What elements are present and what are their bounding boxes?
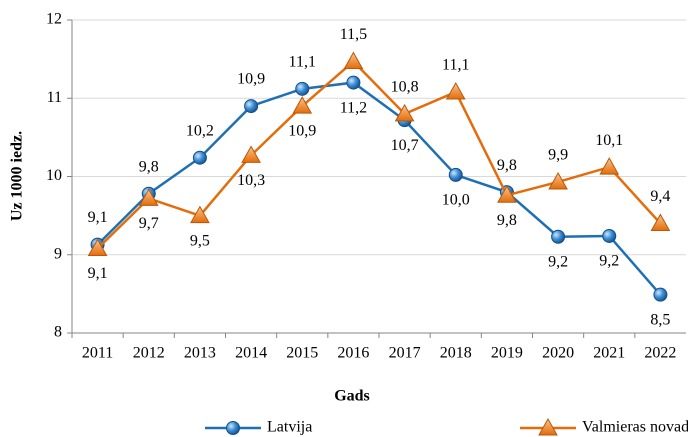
data-label: 9,2 (599, 253, 619, 270)
data-label: 9,7 (139, 215, 159, 232)
series-line (96, 59, 662, 250)
marker (538, 417, 558, 436)
x-tick-label: 2011 (82, 345, 113, 362)
marker (292, 96, 313, 114)
x-tick-label: 2013 (184, 345, 216, 362)
x-tick-label: 2019 (491, 345, 523, 362)
marker (448, 167, 463, 182)
data-label: 10,9 (237, 71, 265, 88)
x-tick-label: 2016 (337, 345, 369, 362)
marker (192, 150, 207, 165)
data-label: 9,8 (497, 157, 517, 174)
data-label: 10,3 (237, 172, 265, 189)
data-label: 11,5 (340, 26, 367, 43)
marker (653, 287, 668, 302)
x-tick-label: 2018 (440, 345, 472, 362)
marker (551, 229, 566, 244)
data-label: 9,5 (190, 232, 210, 249)
y-tick-label: 8 (54, 324, 62, 341)
data-label: 9,8 (139, 158, 159, 175)
x-tick-label: 2022 (644, 345, 676, 362)
legend-label: Latvija (267, 419, 312, 436)
x-tick-label: 2020 (542, 345, 574, 362)
marker (343, 51, 364, 69)
data-label: 9,1 (88, 265, 108, 282)
data-label: 10,2 (186, 122, 214, 139)
data-label: 11,2 (340, 99, 367, 116)
y-tick-label: 10 (46, 167, 62, 184)
data-label: 9,1 (88, 209, 108, 226)
marker (244, 99, 259, 114)
data-label: 11,1 (442, 57, 469, 74)
data-label: 9,4 (650, 188, 670, 205)
data-label: 11,1 (289, 54, 316, 71)
data-label: 10,1 (595, 132, 623, 149)
data-label: 8,5 (650, 311, 670, 328)
x-tick-label: 2017 (389, 345, 421, 362)
y-axis-label: Uz 1000 iedz. (9, 131, 26, 221)
data-label: 9,2 (548, 253, 568, 270)
marker (138, 188, 159, 206)
x-tick-label: 2021 (593, 345, 625, 362)
data-label: 10,8 (391, 79, 419, 96)
marker (87, 238, 108, 256)
series-line (96, 81, 662, 296)
marker (497, 185, 517, 203)
data-label: 10,7 (391, 137, 419, 154)
data-label: 9,9 (548, 147, 568, 164)
x-tick-label: 2012 (133, 345, 165, 362)
x-tick-label: 2014 (235, 345, 267, 362)
marker (599, 157, 620, 175)
marker (394, 103, 415, 122)
marker (602, 228, 617, 243)
marker (548, 171, 568, 190)
marker (226, 421, 240, 435)
y-tick-label: 11 (47, 89, 62, 106)
x-tick-label: 2015 (286, 345, 318, 362)
data-label: 10,0 (442, 192, 470, 209)
marker (190, 205, 210, 224)
x-axis-label: Gads (334, 388, 370, 405)
y-tick-label: 12 (46, 11, 62, 28)
marker (346, 75, 361, 90)
legend-label: Valmieras novads (582, 419, 688, 436)
marker (445, 81, 466, 100)
marker (241, 145, 261, 163)
data-label: 10,9 (288, 123, 316, 140)
marker (295, 81, 310, 96)
y-tick-label: 9 (54, 245, 62, 262)
data-label: 9,8 (497, 212, 517, 229)
marker (650, 213, 671, 231)
